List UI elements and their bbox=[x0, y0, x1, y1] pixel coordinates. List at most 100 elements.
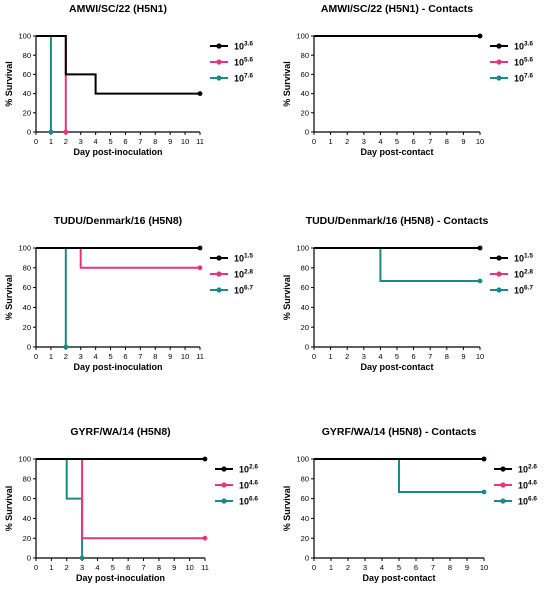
x-tick-label: 7 bbox=[431, 563, 435, 572]
legend-entry-1: 101.5 bbox=[234, 253, 253, 264]
x-tick-label: 7 bbox=[138, 352, 142, 361]
x-tick-label: 10 bbox=[480, 563, 488, 572]
y-axis-label: % Survival bbox=[4, 275, 14, 321]
x-tick-label: 3 bbox=[80, 563, 84, 572]
x-tick-label: 6 bbox=[123, 352, 127, 361]
chart-title: TUDU/Denmark/16 (H5N8) bbox=[54, 215, 182, 227]
legend-exponent: 2.8 bbox=[244, 269, 253, 276]
y-tick-label: 100 bbox=[18, 244, 31, 253]
x-tick-label: 8 bbox=[157, 563, 161, 572]
legend-base: 10 bbox=[239, 465, 249, 475]
legend-marker-1 bbox=[216, 255, 222, 261]
x-tick-label: 11 bbox=[196, 137, 204, 146]
x-tick-label: 8 bbox=[153, 137, 157, 146]
legend-entry-2: 104.6 bbox=[518, 480, 537, 491]
x-tick-label: 1 bbox=[49, 137, 53, 146]
y-tick-label: 40 bbox=[23, 514, 31, 523]
y-tick-label: 40 bbox=[301, 514, 309, 523]
series-line-3 bbox=[314, 247, 480, 282]
x-tick-label: 3 bbox=[79, 352, 83, 361]
x-tick-label: 1 bbox=[49, 563, 53, 572]
x-axis-label: Day post-inoculation bbox=[73, 362, 162, 372]
x-tick-label: 4 bbox=[94, 352, 98, 361]
x-tick-label: 0 bbox=[34, 563, 38, 572]
series-end-marker-3 bbox=[477, 278, 483, 284]
legend-base: 10 bbox=[518, 497, 528, 507]
series-end-marker-1 bbox=[481, 456, 487, 462]
y-tick-label: 60 bbox=[23, 494, 31, 503]
x-tick-label: 5 bbox=[108, 137, 112, 146]
legend-marker-1 bbox=[500, 466, 506, 472]
legend-exponent: 7.6 bbox=[244, 73, 253, 80]
legend-base: 10 bbox=[239, 497, 249, 507]
y-tick-label: 100 bbox=[296, 455, 309, 464]
y-tick-label: 20 bbox=[23, 534, 31, 543]
series-end-marker-2 bbox=[202, 535, 208, 541]
legend-entry-1: 102.6 bbox=[239, 464, 258, 475]
series-end-marker-3 bbox=[481, 489, 487, 495]
legend-exponent: 6.7 bbox=[244, 285, 253, 292]
legend-exponent: 4.6 bbox=[528, 480, 537, 487]
series-line-2 bbox=[36, 458, 205, 540]
x-tick-label: 0 bbox=[312, 352, 316, 361]
x-tick-label: 1 bbox=[49, 352, 53, 361]
series-line-1 bbox=[36, 35, 200, 95]
legend-exponent: 2.6 bbox=[249, 464, 258, 471]
x-tick-label: 6 bbox=[123, 137, 127, 146]
y-tick-label: 60 bbox=[23, 283, 31, 292]
series-end-marker-1 bbox=[202, 456, 208, 462]
legend-entry-1: 101.5 bbox=[514, 253, 533, 264]
series-end-marker-1 bbox=[197, 91, 203, 96]
y-tick-label: 0 bbox=[27, 554, 31, 563]
x-tick-label: 6 bbox=[412, 352, 416, 361]
chart-title: TUDU/Denmark/16 (H5N8) - Contacts bbox=[306, 215, 489, 227]
x-axis-label: Day post-inoculation bbox=[73, 147, 162, 157]
x-tick-label: 9 bbox=[461, 137, 465, 146]
y-tick-label: 20 bbox=[301, 108, 309, 117]
legend-entry-3: 106.6 bbox=[239, 496, 258, 507]
y-tick-label: 40 bbox=[301, 89, 309, 98]
series-end-marker-1 bbox=[477, 33, 483, 39]
x-tick-label: 7 bbox=[141, 563, 145, 572]
y-tick-label: 100 bbox=[18, 32, 31, 41]
legend-entry-2: 105.6 bbox=[514, 57, 533, 68]
legend-base: 10 bbox=[514, 58, 524, 68]
legend-exponent: 3.6 bbox=[244, 41, 253, 48]
x-tick-label: 6 bbox=[126, 563, 130, 572]
series-end-marker-3 bbox=[63, 344, 69, 350]
chart-panel-2: AMWI/SC/22 (H5N1) - Contacts020406080100… bbox=[282, 3, 533, 157]
series-line-3 bbox=[36, 458, 84, 558]
x-tick-label: 4 bbox=[94, 137, 98, 146]
x-tick-label: 7 bbox=[428, 352, 432, 361]
legend-base: 10 bbox=[518, 481, 528, 491]
legend-base: 10 bbox=[234, 286, 244, 296]
legend-marker-2 bbox=[216, 271, 222, 277]
series-line-3 bbox=[314, 458, 484, 493]
y-tick-label: 40 bbox=[301, 303, 309, 312]
x-tick-label: 6 bbox=[412, 137, 416, 146]
legend-exponent: 3.6 bbox=[524, 41, 533, 48]
legend-exponent: 5.6 bbox=[524, 57, 533, 64]
legend-exponent: 6.6 bbox=[528, 496, 537, 503]
x-tick-label: 7 bbox=[428, 137, 432, 146]
x-tick-label: 3 bbox=[362, 352, 366, 361]
x-tick-label: 8 bbox=[445, 352, 449, 361]
y-tick-label: 80 bbox=[23, 263, 31, 272]
legend-entry-3: 107.6 bbox=[234, 73, 253, 84]
x-tick-label: 1 bbox=[329, 137, 333, 146]
y-axis-label: % Survival bbox=[4, 486, 14, 532]
x-tick-label: 1 bbox=[329, 352, 333, 361]
legend-entry-2: 102.8 bbox=[514, 269, 533, 280]
x-tick-label: 1 bbox=[329, 563, 333, 572]
legend-base: 10 bbox=[234, 58, 244, 68]
series-end-marker-3 bbox=[79, 555, 85, 561]
legend-base: 10 bbox=[234, 42, 244, 52]
legend-entry-2: 102.8 bbox=[234, 269, 253, 280]
legend-base: 10 bbox=[514, 254, 524, 264]
legend-exponent: 6.6 bbox=[249, 496, 258, 503]
legend-base: 10 bbox=[234, 254, 244, 264]
y-tick-label: 0 bbox=[305, 128, 309, 137]
chart-panel-6: GYRF/WA/14 (H5N8) - Contacts020406080100… bbox=[282, 426, 537, 583]
x-tick-label: 5 bbox=[108, 352, 112, 361]
